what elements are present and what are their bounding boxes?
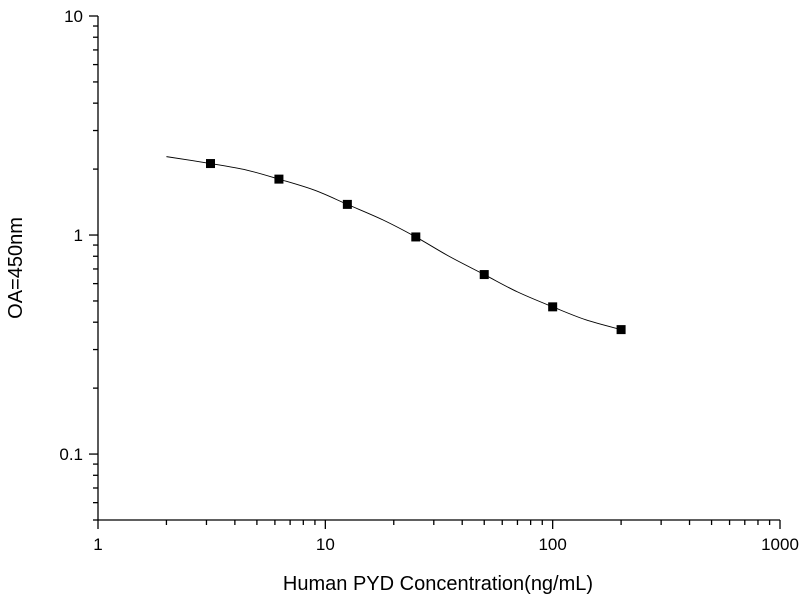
data-point [206,159,215,169]
x-tick-label: 100 [538,535,566,554]
data-point [616,325,626,335]
data-point [342,199,352,209]
y-tick-label: 0.1 [59,445,83,464]
x-tick-label: 1000 [761,535,799,554]
data-point [548,302,558,312]
data-point [274,174,284,184]
x-tick-label: 10 [316,535,335,554]
y-axis-title: OA=450nm [5,217,27,319]
data-point [411,232,421,242]
x-axis-title: Human PYD Concentration(ng/mL) [283,573,593,595]
x-tick-label: 1 [93,535,102,554]
data-point [479,270,489,280]
y-tick-label: 1 [74,226,83,245]
axes: 1 10 100 1000 0.1 1 10 [59,7,799,554]
y-tick-label: 10 [64,7,83,26]
data-points-layer [206,159,626,335]
